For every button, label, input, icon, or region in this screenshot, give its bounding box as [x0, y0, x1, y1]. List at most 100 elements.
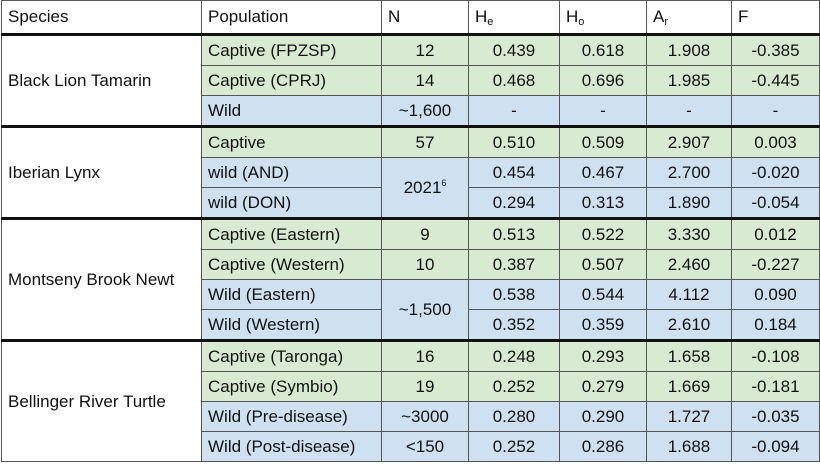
header-subscript: o [578, 15, 585, 28]
table-row: Wild (Eastern) ~1,500 0.538 0.544 4.112 0.090 [2, 279, 820, 341]
species-cell: Iberian Lynx [1, 125, 202, 219]
n-cell: 57 [381, 125, 469, 158]
he-cell: 0.510 [468, 125, 560, 158]
population: Captive (FPZSP) [208, 40, 337, 60]
population: wild (AND) [208, 162, 290, 182]
n-cell: 12 [381, 34, 469, 66]
he-cell: 0.252 [468, 371, 560, 402]
header-cell: Ho [559, 0, 647, 36]
ho-cell: 0.544 [559, 279, 647, 310]
ar-cell: 1.727 [646, 401, 732, 432]
population: wild (DON) [208, 192, 292, 212]
f-cell: -0.227 [731, 249, 820, 280]
species-cell: Bellinger River Turtle [1, 339, 202, 462]
table-row: Wild (Pre-disease) ~3000 0.280 0.290 1.727 -0… [2, 401, 820, 432]
f-cell: -0.035 [731, 401, 820, 432]
n-cell: 9 [381, 217, 469, 250]
he-cell: 0.252 [468, 431, 560, 462]
ho-cell: 0.293 [559, 339, 647, 372]
f-cell: - [731, 95, 820, 127]
he-cell: 0.439 [468, 34, 560, 66]
header-text: H [475, 6, 488, 26]
population-cell: Wild (Post-disease) [201, 431, 382, 462]
n-cell: 20216 [381, 157, 469, 219]
header-cell: Ar [646, 0, 732, 36]
population-cell: Wild (Eastern) [201, 279, 382, 310]
header-cell: Population [201, 0, 382, 36]
he-cell: 0.294 [468, 187, 560, 219]
n-value: 57 [415, 132, 435, 152]
n-cell: 16 [381, 339, 469, 372]
ar-cell: 1.985 [646, 65, 732, 96]
ar-cell: 1.688 [646, 431, 732, 462]
n-value: ~3000 [401, 406, 449, 426]
species-name: Iberian Lynx [8, 162, 100, 182]
header-cell: N [381, 0, 469, 36]
n-value: 9 [420, 224, 430, 244]
population: Wild (Western) [208, 314, 321, 334]
population: Wild [208, 100, 242, 120]
ar-cell: 1.658 [646, 339, 732, 372]
ho-cell: - [559, 95, 647, 127]
population-cell: Captive (Symbio) [201, 371, 382, 402]
population: Captive (Symbio) [208, 376, 339, 396]
n-value: 2021 [403, 177, 442, 197]
header-cell: F [731, 0, 820, 36]
population: Wild (Pre-disease) [208, 406, 348, 426]
ar-cell: 2.460 [646, 249, 732, 280]
f-cell: 0.184 [731, 309, 820, 341]
he-cell: 0.513 [468, 217, 560, 250]
ar-cell: 1.669 [646, 371, 732, 402]
n-cell: ~3000 [381, 401, 469, 432]
he-cell: 0.387 [468, 249, 560, 280]
ho-cell: 0.290 [559, 401, 647, 432]
f-cell: 0.090 [731, 279, 820, 310]
species-cell: Montseny Brook Newt [1, 217, 202, 341]
population: Captive (CPRJ) [208, 70, 327, 90]
ho-cell: 0.359 [559, 309, 647, 341]
header-text: Species [8, 7, 69, 26]
n-value: 12 [415, 40, 435, 60]
population-cell: Captive (Eastern) [201, 217, 382, 250]
n-value: ~1,500 [398, 299, 452, 319]
n-cell: 14 [381, 65, 469, 96]
f-cell: 0.003 [731, 125, 820, 158]
header-row: Species Population N He Ho Ar F [1, 0, 820, 36]
population-cell: wild (AND) [201, 157, 382, 188]
ar-cell: 4.112 [646, 279, 732, 310]
table-row: Iberian Lynx Captive 57 0.510 0.509 2.907 0.00… [1, 125, 820, 219]
ho-cell: 0.509 [559, 125, 647, 158]
ho-cell: 0.279 [559, 371, 647, 402]
n-value: <150 [405, 436, 445, 456]
n-value: 10 [415, 254, 435, 274]
ho-cell: 0.467 [559, 157, 647, 188]
n-value: 14 [415, 70, 435, 90]
n-cell: <150 [381, 431, 469, 462]
ho-cell: 0.522 [559, 217, 647, 250]
he-cell: 0.248 [468, 339, 560, 372]
ar-cell: 1.890 [646, 187, 732, 219]
ho-cell: 0.696 [559, 65, 647, 96]
table-row: Captive (Symbio) 19 0.252 0.279 1.669 -0.181 [2, 371, 820, 402]
header-text: Population [208, 7, 289, 26]
n-value: 16 [415, 346, 435, 366]
header-text: A [653, 6, 665, 26]
header-cell: Species [1, 0, 202, 36]
he-cell: 0.538 [468, 279, 560, 310]
ar-cell: 2.610 [646, 309, 732, 341]
population-cell: Wild (Pre-disease) [201, 401, 382, 432]
f-cell: -0.445 [731, 65, 820, 96]
population-cell: wild (DON) [201, 187, 382, 219]
species-name: Bellinger River Turtle [8, 391, 166, 411]
ar-cell: 1.908 [646, 34, 732, 66]
population-cell: Wild [201, 95, 382, 127]
species-name: Montseny Brook Newt [8, 269, 175, 289]
population: Wild (Eastern) [208, 284, 316, 304]
header-subscript: r [664, 15, 669, 28]
f-cell: -0.020 [731, 157, 820, 188]
n-cell: ~1,600 [381, 95, 469, 127]
table-row: Montseny Brook Newt Captive (Eastern) 9 0.5… [1, 217, 820, 341]
n-cell: 10 [381, 249, 469, 280]
population: Wild (Post-disease) [208, 436, 356, 456]
table-body: Black Lion Tamarin Captive (FPZSP) 12 0.439… [1, 34, 820, 462]
